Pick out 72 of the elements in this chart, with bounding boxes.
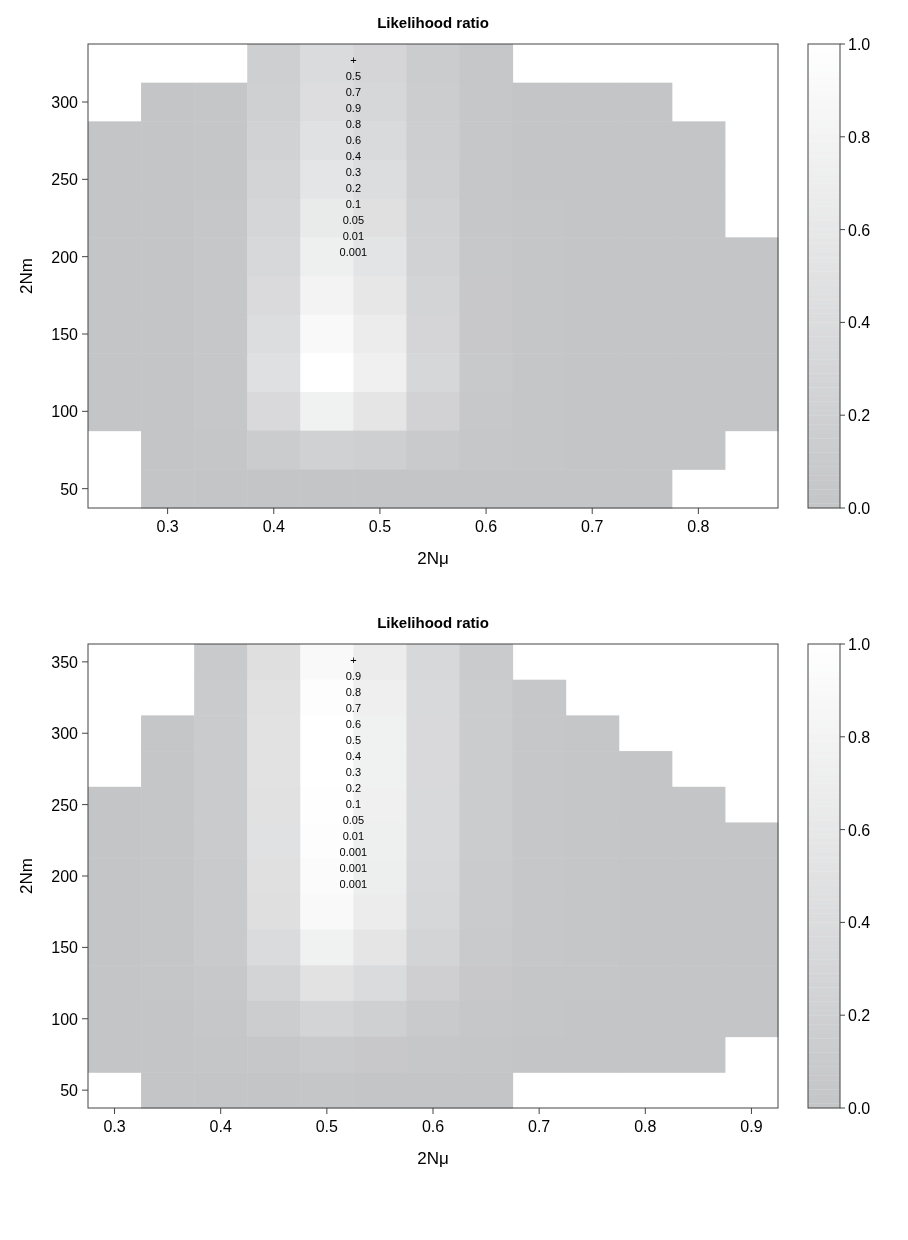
y-tick-label: 100 bbox=[51, 1010, 79, 1028]
color-bar-label: 0.6 bbox=[848, 221, 871, 239]
x-tick-label: 0.8 bbox=[687, 518, 710, 535]
y-tick-label: 250 bbox=[51, 171, 79, 189]
annotation: 0.05 bbox=[342, 214, 365, 226]
y-tick-label: 350 bbox=[51, 653, 79, 671]
x-tick-label: 0.3 bbox=[103, 1118, 126, 1135]
x-tick-label: 0.5 bbox=[368, 518, 392, 535]
color-bar-label: 0.2 bbox=[848, 1007, 871, 1025]
annotation: + bbox=[350, 654, 357, 666]
color-bar-label: 0.0 bbox=[848, 500, 871, 517]
color-bar-label: 0.6 bbox=[848, 821, 871, 839]
y-tick-label: 250 bbox=[51, 796, 79, 814]
annotation: 0.01 bbox=[342, 830, 365, 842]
chart-title: Likelihood ratio bbox=[377, 14, 489, 31]
x-tick-label: 0.4 bbox=[209, 1118, 232, 1135]
annotation: 0.1 bbox=[345, 198, 362, 210]
annotation: 0.3 bbox=[345, 766, 362, 778]
x-tick-label: 0.7 bbox=[581, 518, 604, 535]
annotation: 0.05 bbox=[342, 814, 365, 826]
y-tick-label: 50 bbox=[60, 480, 79, 498]
y-tick-label: 200 bbox=[51, 248, 79, 266]
annotation: 0.001 bbox=[339, 862, 368, 874]
annotation: 0.2 bbox=[345, 182, 362, 194]
color-bar-label: 0.2 bbox=[848, 407, 871, 425]
y-tick-label: 150 bbox=[51, 939, 79, 957]
annotation: 0.001 bbox=[339, 878, 368, 890]
x-tick-label: 0.6 bbox=[474, 518, 498, 535]
annotation: 0.3 bbox=[345, 166, 362, 178]
x-axis-title: 2Nμ bbox=[417, 1149, 449, 1168]
x-axis-title: 2Nμ bbox=[417, 549, 449, 568]
color-bar-label: 0.8 bbox=[848, 128, 871, 146]
annotation: 0.7 bbox=[345, 702, 362, 714]
annotation: 0.8 bbox=[345, 118, 362, 130]
color-bar-label: 1.0 bbox=[848, 636, 871, 653]
color-bar-label: 0.4 bbox=[848, 914, 871, 932]
annotation: 0.4 bbox=[345, 150, 362, 162]
annotation: 0.001 bbox=[339, 846, 368, 858]
annotation: 0.6 bbox=[345, 134, 362, 146]
y-tick-label: 100 bbox=[51, 403, 79, 421]
x-tick-label: 0.6 bbox=[421, 1118, 445, 1135]
color-bar-label: 0.8 bbox=[848, 728, 871, 746]
annotation: + bbox=[350, 54, 357, 66]
annotation: 0.8 bbox=[345, 686, 362, 698]
annotation: 0.4 bbox=[345, 750, 362, 762]
annotation: 0.2 bbox=[345, 782, 362, 794]
annotation: 0.001 bbox=[339, 246, 368, 258]
color-bar-label: 0.0 bbox=[848, 1100, 871, 1117]
annotation: 0.5 bbox=[345, 734, 362, 746]
x-tick-label: 0.9 bbox=[740, 1118, 763, 1135]
x-tick-label: 0.3 bbox=[156, 518, 179, 535]
x-tick-label: 0.4 bbox=[262, 518, 285, 535]
annotation: 0.9 bbox=[345, 102, 362, 114]
annotation: 0.5 bbox=[345, 70, 362, 82]
annotation: 0.1 bbox=[345, 798, 362, 810]
y-axis-title: 2Nm bbox=[17, 258, 36, 294]
annotation: 0.7 bbox=[345, 86, 362, 98]
annotation: 0.9 bbox=[345, 670, 362, 682]
x-tick-label: 0.8 bbox=[634, 1118, 657, 1135]
y-tick-label: 50 bbox=[60, 1082, 79, 1100]
chart-title: Likelihood ratio bbox=[377, 614, 489, 631]
color-bar-label: 1.0 bbox=[848, 36, 871, 53]
y-tick-label: 200 bbox=[51, 868, 79, 885]
x-tick-label: 0.7 bbox=[528, 1118, 551, 1135]
y-tick-label: 150 bbox=[51, 326, 79, 343]
annotation: 0.6 bbox=[345, 718, 362, 730]
y-axis-title: 2Nm bbox=[17, 858, 36, 894]
y-tick-label: 300 bbox=[51, 725, 79, 743]
x-tick-label: 0.5 bbox=[315, 1118, 339, 1135]
annotation: 0.01 bbox=[342, 230, 365, 242]
color-bar-label: 0.4 bbox=[848, 314, 871, 332]
y-tick-label: 300 bbox=[51, 94, 79, 111]
